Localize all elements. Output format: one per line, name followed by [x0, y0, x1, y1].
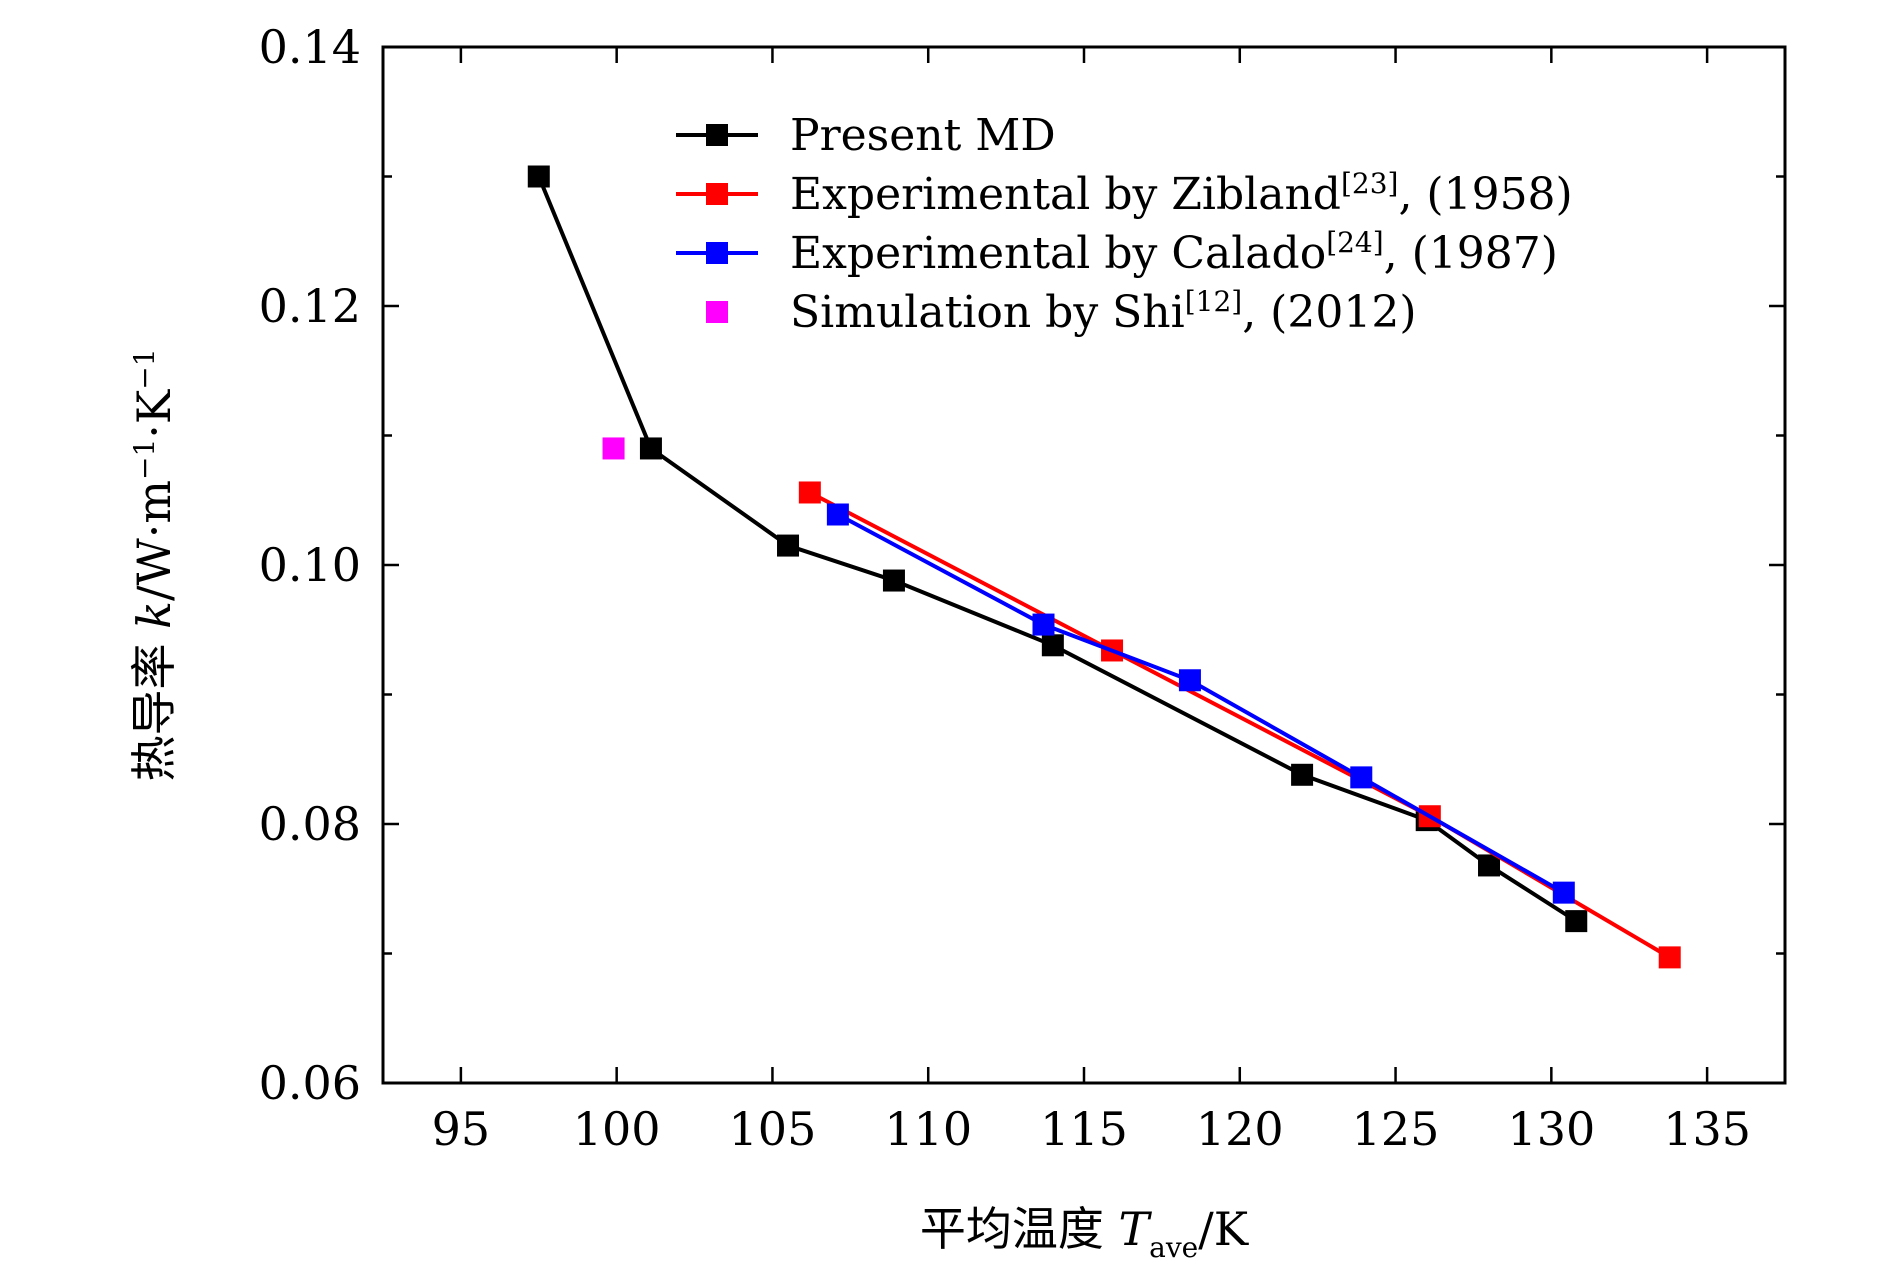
series-0 — [527, 165, 1588, 933]
x-axis-title-var: T — [1118, 1202, 1152, 1256]
legend-item: Present MD — [676, 110, 1056, 161]
data-point — [1565, 910, 1588, 933]
y-axis-title-prefix: 热导率 — [127, 629, 181, 782]
legend-label: Simulation by Shi[12], (2012) — [790, 285, 1416, 338]
data-point — [1291, 763, 1314, 786]
x-tick-label: 125 — [1352, 1102, 1440, 1156]
data-point — [1178, 669, 1201, 692]
y-tick-label: 0.14 — [259, 20, 361, 74]
x-axis-title-prefix: 平均温度 — [920, 1202, 1119, 1256]
series-line — [808, 490, 1671, 960]
y-axis-title-var: k — [127, 601, 181, 629]
legend-marker — [706, 124, 728, 146]
series-1 — [798, 481, 1681, 969]
tick-layer: 95 100 105 110 115 120 125 130 135 0.06 0.08 0.10 0.… — [259, 20, 1785, 1156]
legend-item: Simulation by Shi[12], (2012) — [706, 285, 1416, 338]
data-point — [1032, 613, 1055, 636]
y-axis-title-exp2: −1 — [128, 348, 161, 389]
data-point — [527, 165, 550, 188]
series-2 — [826, 503, 1575, 904]
y-tick-label: 0.12 — [259, 279, 361, 333]
x-axis-title: 平均温度 Tave/K — [920, 1202, 1250, 1264]
x-axis-title-sub: ave — [1149, 1231, 1198, 1264]
series-line — [836, 512, 1565, 895]
legend-marker — [706, 301, 728, 323]
x-axis-title-unit: /K — [1198, 1202, 1249, 1256]
legend-label: Experimental by Zibland[23], (1958) — [790, 167, 1573, 220]
legend-item: Experimental by Zibland[23], (1958) — [676, 167, 1573, 220]
data-point — [798, 481, 821, 504]
x-tick-label: 100 — [573, 1102, 661, 1156]
data-point — [1552, 881, 1575, 904]
x-tick-label: 110 — [884, 1102, 972, 1156]
data-point — [1658, 946, 1681, 969]
legend-marker — [706, 242, 728, 264]
x-tick-label: 95 — [432, 1102, 491, 1156]
x-tick-label: 115 — [1040, 1102, 1128, 1156]
legend: Present MD Experimental by Zibland[23], (… — [676, 110, 1573, 338]
legend-marker — [706, 183, 728, 205]
legend-label: Present MD — [790, 110, 1056, 161]
y-tick-label: 0.08 — [259, 797, 361, 851]
data-point — [1478, 854, 1501, 877]
x-tick-label: 130 — [1507, 1102, 1595, 1156]
y-axis-title-unit: /W·m — [127, 480, 181, 601]
series-layer — [527, 165, 1681, 969]
y-tick-label: 0.10 — [259, 538, 361, 592]
data-point — [1350, 766, 1373, 789]
data-point — [602, 437, 625, 460]
data-point — [826, 503, 849, 526]
y-axis-title-exp1: −1 — [128, 439, 161, 480]
series-3 — [602, 437, 625, 460]
x-tick-label: 105 — [729, 1102, 817, 1156]
y-axis-title-mid: ·K — [127, 388, 181, 439]
x-tick-label: 120 — [1196, 1102, 1284, 1156]
data-point — [639, 437, 662, 460]
data-point — [1041, 634, 1064, 657]
y-tick-label: 0.06 — [259, 1056, 361, 1110]
y-axis-title: 热导率 k/W·m−1·K−1 — [127, 348, 181, 781]
data-point — [777, 534, 800, 557]
data-point — [882, 569, 905, 592]
legend-item: Experimental by Calado[24], (1987) — [676, 226, 1558, 279]
plot-frame — [381, 45, 1787, 1085]
legend-label: Experimental by Calado[24], (1987) — [790, 226, 1558, 279]
x-tick-label: 135 — [1663, 1102, 1751, 1156]
